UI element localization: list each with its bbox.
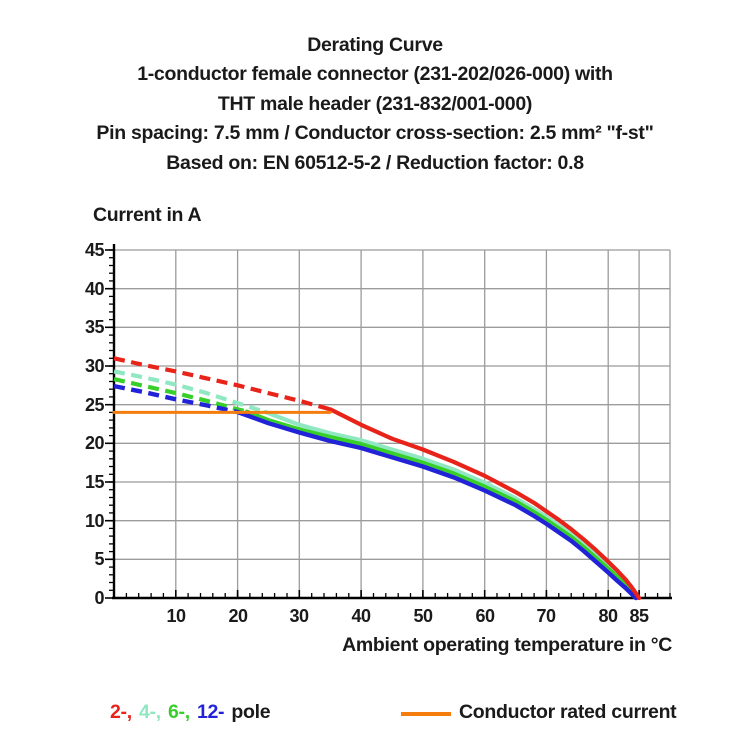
chart-subtitle-header: THT male header (231-832/001-000) (217, 92, 533, 115)
y-axis-title: Current in A (93, 204, 202, 226)
chart-subtitle-spacing: Pin spacing: 7.5 mm / Conductor cross-se… (96, 122, 654, 145)
chart-legend: 2-, 4-, 6-, 12- pole Conductor rated cur… (0, 701, 750, 729)
y-tick-label: 20 (84, 433, 105, 453)
x-tick-label: 40 (351, 606, 371, 626)
y-tick-label: 45 (84, 240, 105, 260)
y-tick-label: 10 (84, 511, 105, 531)
pole-legend: 2-, 4-, 6-, 12- pole (110, 701, 272, 724)
rated-current-legend-line (401, 712, 451, 716)
x-tick-label: 60 (475, 606, 495, 626)
rated-current-legend-label: Conductor rated current (459, 701, 677, 723)
chart-title-block: Derating Curve 1-conductor female connec… (0, 31, 750, 178)
x-tick-label: 70 (536, 606, 556, 626)
x-tick-label: 10 (166, 606, 186, 626)
x-tick-label: 30 (289, 606, 309, 626)
chart-subtitle-standard: Based on: EN 60512-5-2 / Reduction facto… (166, 151, 584, 174)
pole-legend-entry: 2-, (110, 701, 132, 723)
y-tick-label: 35 (84, 317, 105, 337)
pole-legend-entry: 6-, (167, 701, 190, 723)
pole-legend-entry: 4-, (138, 701, 161, 723)
x-tick-label: 20 (228, 606, 248, 626)
y-tick-label: 30 (84, 356, 105, 376)
pole-legend-entry: 12- (196, 701, 225, 723)
pole-legend-suffix: pole (231, 701, 271, 723)
chart-title: Derating Curve (307, 34, 443, 56)
chart-subtitle-connector: 1-conductor female connector (231-202/02… (137, 63, 613, 86)
y-tick-label: 15 (84, 472, 105, 492)
y-tick-label: 40 (84, 279, 105, 299)
y-tick-label: 25 (84, 395, 105, 415)
y-tick-label: 5 (94, 549, 104, 569)
y-tick-label: 0 (94, 588, 104, 608)
x-tick-label: 80 (598, 606, 618, 626)
x-axis-title: Ambient operating temperature in °C (342, 634, 672, 656)
x-tick-label: 50 (413, 606, 433, 626)
x-tick-label: 85 (629, 606, 649, 626)
